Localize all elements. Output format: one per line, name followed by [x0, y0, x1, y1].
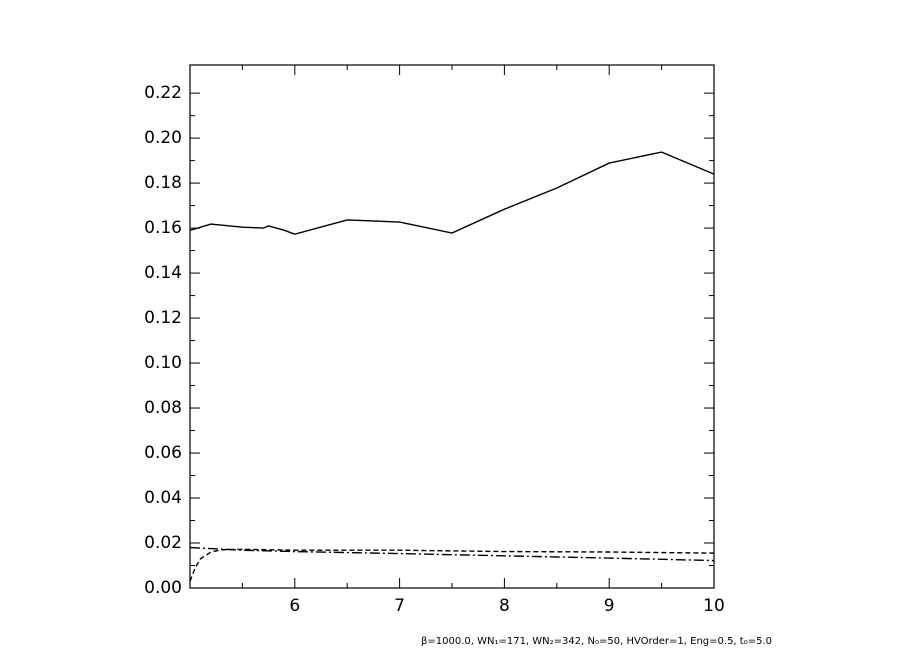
y-tick-label: 0.18: [144, 173, 182, 193]
x-tick-label: 6: [289, 596, 300, 616]
series-line: [189, 151, 715, 235]
plot-frame: [189, 64, 715, 589]
x-tick-label: 9: [604, 596, 615, 616]
y-tick-label: 0.04: [144, 488, 182, 508]
x-tick-label: 8: [499, 596, 510, 616]
series-line: [189, 546, 715, 562]
y-tick-label: 0.14: [144, 263, 182, 283]
y-tick-label: 0.20: [144, 128, 182, 148]
x-tick-label: 10: [703, 596, 725, 616]
y-tick-label: 0.02: [144, 533, 182, 553]
y-tick-label: 0.00: [144, 578, 182, 598]
series-line: [189, 548, 715, 582]
footnote: β=1000.0, WN₁=171, WN₂=342, N₀=50, HVOrd…: [421, 636, 772, 647]
y-tick-label: 0.16: [144, 218, 182, 238]
y-tick-label: 0.10: [144, 353, 182, 373]
y-tick-label: 0.22: [144, 83, 182, 103]
y-tick-label: 0.08: [144, 398, 182, 418]
x-tick-label: 7: [394, 596, 405, 616]
y-tick-label: 0.06: [144, 443, 182, 463]
y-tick-label: 0.12: [144, 308, 182, 328]
